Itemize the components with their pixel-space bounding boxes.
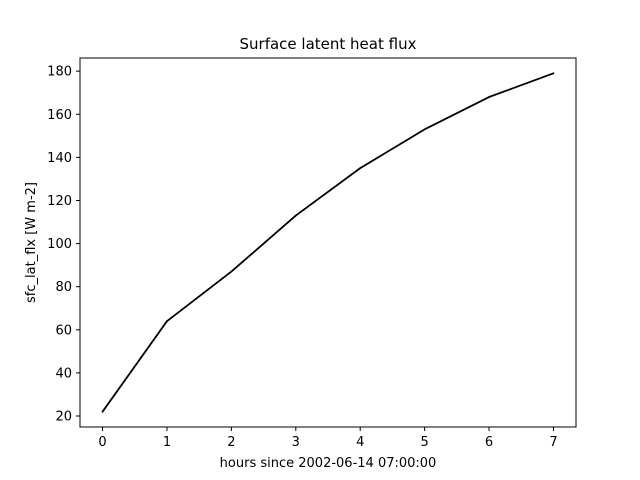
data-point xyxy=(359,167,362,170)
y-axis: 20 40 60 80 100 120 140 160 180 xyxy=(47,65,80,425)
x-tick-label: 0 xyxy=(98,435,106,450)
x-tick-label: 5 xyxy=(420,435,428,450)
x-tick-label: 6 xyxy=(485,435,493,450)
x-axis-label: hours since 2002-06-14 07:00:00 xyxy=(220,456,437,471)
data-point xyxy=(230,270,233,273)
chart-title: Surface latent heat flux xyxy=(240,35,417,53)
data-point xyxy=(552,72,555,75)
series-line xyxy=(101,72,554,413)
data-point xyxy=(101,410,104,413)
y-tick-label: 100 xyxy=(47,237,72,252)
x-tick-label: 1 xyxy=(163,435,171,450)
series-layer xyxy=(101,72,555,413)
y-tick-label: 180 xyxy=(47,65,72,80)
x-tick-label: 3 xyxy=(292,435,300,450)
data-point xyxy=(488,96,490,98)
plot-frame xyxy=(79,57,577,428)
plot-area: 0 1 2 3 4 5 6 7 20 40 60 80 100 120 140 160 180 xyxy=(47,57,577,450)
y-tick-label: 140 xyxy=(47,151,72,166)
y-tick-label: 60 xyxy=(55,323,72,338)
data-point xyxy=(423,128,426,131)
y-axis-label: sfc_lat_flx [W m-2] xyxy=(24,182,39,303)
y-tick-label: 160 xyxy=(47,108,72,123)
x-tick-label: 2 xyxy=(227,435,235,450)
y-tick-label: 40 xyxy=(55,366,72,381)
y-tick-label: 20 xyxy=(55,410,72,425)
data-point xyxy=(294,214,297,217)
y-tick-label: 120 xyxy=(47,194,72,209)
y-tick-label: 80 xyxy=(55,280,72,295)
data-point xyxy=(166,320,168,323)
x-tick-label: 7 xyxy=(549,435,557,450)
x-tick-label: 4 xyxy=(356,435,364,450)
x-axis: 0 1 2 3 4 5 6 7 xyxy=(98,427,558,450)
